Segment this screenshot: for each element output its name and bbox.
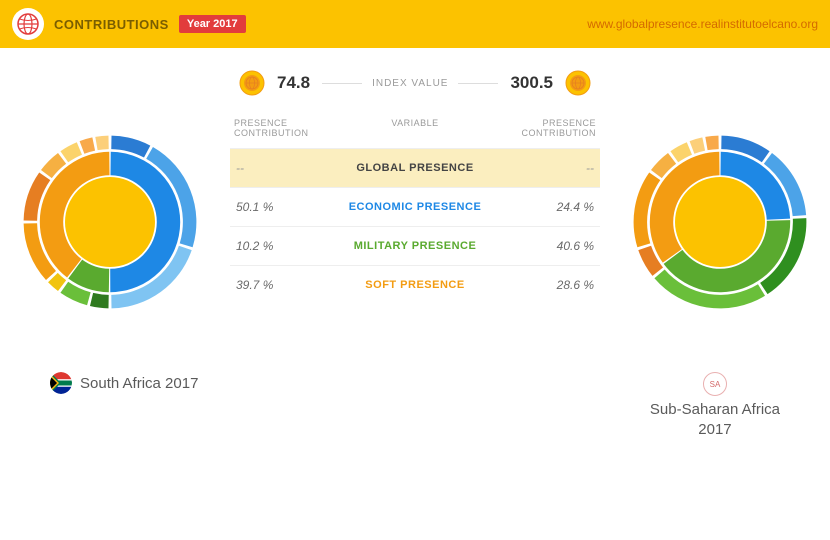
source-url[interactable]: www.globalpresence.realinstitutoelcano.o…	[587, 17, 818, 31]
cell-variable: GLOBAL PRESENCE	[341, 162, 488, 174]
cell-variable: MILITARY PRESENCE	[341, 240, 488, 252]
table-row[interactable]: --GLOBAL PRESENCE--	[230, 148, 600, 187]
cell-left: --	[236, 161, 341, 175]
table-body: --GLOBAL PRESENCE--50.1 %ECONOMIC PRESEN…	[230, 148, 600, 304]
footer-labels: South Africa 2017 SA Sub-Saharan Africa …	[20, 312, 810, 439]
cell-right: --	[489, 161, 594, 175]
cell-left: 39.7 %	[236, 278, 341, 292]
footer-left-name: South Africa 2017	[80, 375, 198, 392]
footer-right-name: Sub-Saharan Africa	[650, 400, 780, 420]
index-value-label: INDEX VALUE	[322, 78, 498, 89]
year-badge[interactable]: Year 2017	[179, 15, 246, 33]
region-badge: SA	[703, 372, 727, 396]
col-header-mid: VARIABLE	[340, 118, 489, 138]
footer-left: South Africa 2017	[50, 372, 198, 394]
cell-right: 24.4 %	[489, 200, 594, 214]
table-header: PRESENCE CONTRIBUTION VARIABLE PRESENCE …	[230, 112, 600, 148]
footer-right-year: 2017	[650, 420, 780, 440]
index-value-left: 74.8	[277, 73, 310, 93]
main-row: PRESENCE CONTRIBUTION VARIABLE PRESENCE …	[20, 102, 810, 312]
table-row[interactable]: 10.2 %MILITARY PRESENCE40.6 %	[230, 226, 600, 265]
donut-chart-left	[20, 132, 200, 312]
table-row[interactable]: 50.1 %ECONOMIC PRESENCE24.4 %	[230, 187, 600, 226]
globe-icon	[12, 8, 44, 40]
header-bar: CONTRIBUTIONS Year 2017 www.globalpresen…	[0, 0, 830, 48]
page-title: CONTRIBUTIONS	[54, 17, 169, 32]
flag-icon	[50, 372, 72, 394]
medal-right-icon	[565, 70, 591, 96]
cell-variable: SOFT PRESENCE	[341, 279, 488, 291]
cell-left: 10.2 %	[236, 239, 341, 253]
cell-left: 50.1 %	[236, 200, 341, 214]
medal-left-icon	[239, 70, 265, 96]
presence-table: PRESENCE CONTRIBUTION VARIABLE PRESENCE …	[230, 112, 600, 304]
donut-chart-right	[630, 132, 810, 312]
table-row[interactable]: 39.7 %SOFT PRESENCE28.6 %	[230, 265, 600, 304]
col-header-left: PRESENCE CONTRIBUTION	[234, 118, 340, 138]
index-value-right: 300.5	[510, 73, 553, 93]
footer-right: SA Sub-Saharan Africa 2017	[650, 372, 780, 439]
cell-variable: ECONOMIC PRESENCE	[341, 201, 488, 213]
cell-right: 40.6 %	[489, 239, 594, 253]
content-area: 74.8 INDEX VALUE 300.5 PRESENCE CONTRIBU…	[0, 48, 830, 439]
index-value-row: 74.8 INDEX VALUE 300.5	[20, 58, 810, 102]
col-header-right: PRESENCE CONTRIBUTION	[490, 118, 596, 138]
cell-right: 28.6 %	[489, 278, 594, 292]
